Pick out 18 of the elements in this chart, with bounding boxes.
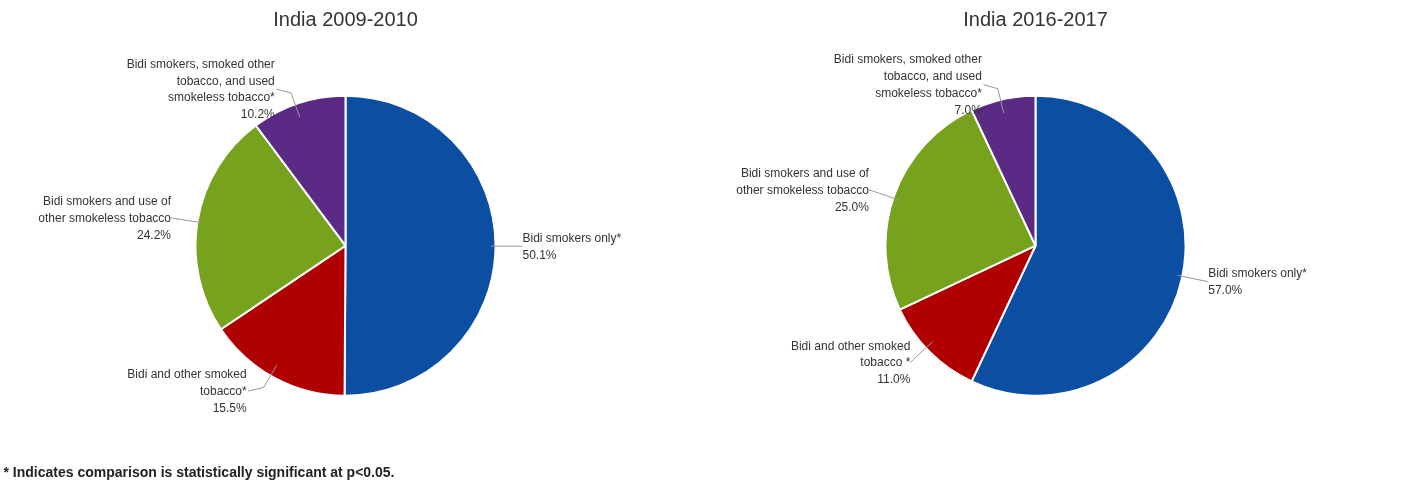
- slice-label: Bidi and other smoked tobacco *: [790, 338, 911, 370]
- data-label: 10.2%: [240, 107, 276, 122]
- chart-title: India 2016-2017: [963, 7, 1108, 30]
- chart-title: India 2009-2010: [273, 7, 418, 30]
- data-label: 57.0%: [1208, 283, 1243, 298]
- slice-label: Bidi smokers and use of other smokeless tobacco: [38, 194, 172, 225]
- text: * Indicates comparison is statistically significant at p<0.05.: [3, 464, 395, 481]
- slice-label: Bidi smokers, smoked other tobacco, and used smokeless tobacco*: [833, 52, 983, 101]
- slice-label: Bidi smokers, smoked other tobacco, and used smokeless tobacco*: [126, 56, 276, 105]
- data-label: 24.2%: [137, 227, 172, 242]
- slice-label: Bidi smokers only*: [522, 230, 622, 245]
- slice-label: Bidi and other smoked tobacco*: [127, 367, 248, 399]
- slice-label: Bidi smokers only*: [1208, 266, 1308, 281]
- slice-label: Bidi smokers and use of other smokeless tobacco: [736, 166, 870, 197]
- data-label: 11.0%: [877, 372, 911, 387]
- data-label: 25.0%: [834, 199, 870, 214]
- data-label: 50.1%: [522, 247, 557, 262]
- data-label: 15.5%: [212, 400, 248, 415]
